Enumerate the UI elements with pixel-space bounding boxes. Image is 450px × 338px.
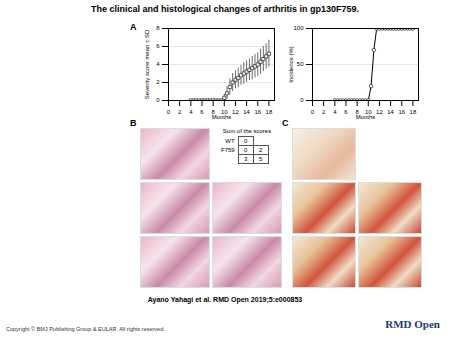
svg-text:18: 18 (266, 109, 273, 115)
svg-text:12: 12 (376, 109, 383, 115)
svg-text:Months: Months (212, 114, 232, 120)
svg-text:100: 100 (293, 25, 304, 31)
svg-text:10: 10 (220, 108, 228, 115)
svg-text:0: 0 (300, 97, 304, 103)
svg-text:8: 8 (156, 25, 160, 31)
svg-text:Incidence (%): Incidence (%) (288, 46, 294, 83)
svg-text:14: 14 (387, 109, 394, 115)
html-text:Copyright © BMJ Publishing Gro: Copyright © BMJ Publishing Group & EULAR… (6, 326, 165, 332)
svg-text:2: 2 (156, 79, 160, 85)
svg-text:16: 16 (254, 109, 261, 115)
html-text:2: 2 (259, 147, 263, 153)
html-text:3: 3 (244, 156, 248, 162)
svg-text:4: 4 (156, 61, 160, 67)
html-text:WT: WT (225, 138, 235, 144)
svg-text:0: 0 (156, 97, 160, 103)
svg-text:0: 0 (167, 109, 171, 115)
svg-text:12: 12 (232, 109, 239, 115)
svg-text:10: 10 (364, 108, 372, 115)
svg-text:Months: Months (356, 114, 376, 120)
svg-text:8: 8 (211, 108, 215, 115)
html-text:Sum of the scores: Sum of the scores (222, 128, 272, 134)
svg-text:2: 2 (322, 109, 326, 115)
svg-text:6: 6 (200, 109, 204, 115)
html-text:F759: F759 (221, 147, 235, 153)
svg-text:4: 4 (333, 109, 337, 115)
svg-text:0: 0 (311, 109, 315, 115)
html-text:B: B (130, 118, 137, 128)
html-text:A: A (130, 22, 137, 32)
svg-text:14: 14 (243, 109, 250, 115)
html-text:0: 0 (244, 147, 248, 153)
html-text:0: 0 (244, 138, 248, 144)
html-text:RMD Open: RMD Open (385, 318, 440, 330)
svg-text:50: 50 (297, 61, 304, 67)
svg-text:18: 18 (410, 109, 417, 115)
svg-text:8: 8 (355, 108, 359, 115)
html-text:The clinical and histological: The clinical and histological changes of… (91, 4, 359, 14)
svg-text:2: 2 (178, 109, 182, 115)
svg-text:Severity score mean ± SD: Severity score mean ± SD (144, 29, 150, 99)
svg-text:16: 16 (398, 109, 405, 115)
html-text:C: C (282, 118, 289, 128)
svg-text:6: 6 (156, 43, 160, 49)
svg-text:4: 4 (189, 109, 193, 115)
html-text:Ayano Yahagi et al. RMD Open 2: Ayano Yahagi et al. RMD Open 2019;5:e000… (147, 296, 303, 303)
svg-text:6: 6 (344, 109, 348, 115)
html-text:5: 5 (259, 156, 263, 162)
